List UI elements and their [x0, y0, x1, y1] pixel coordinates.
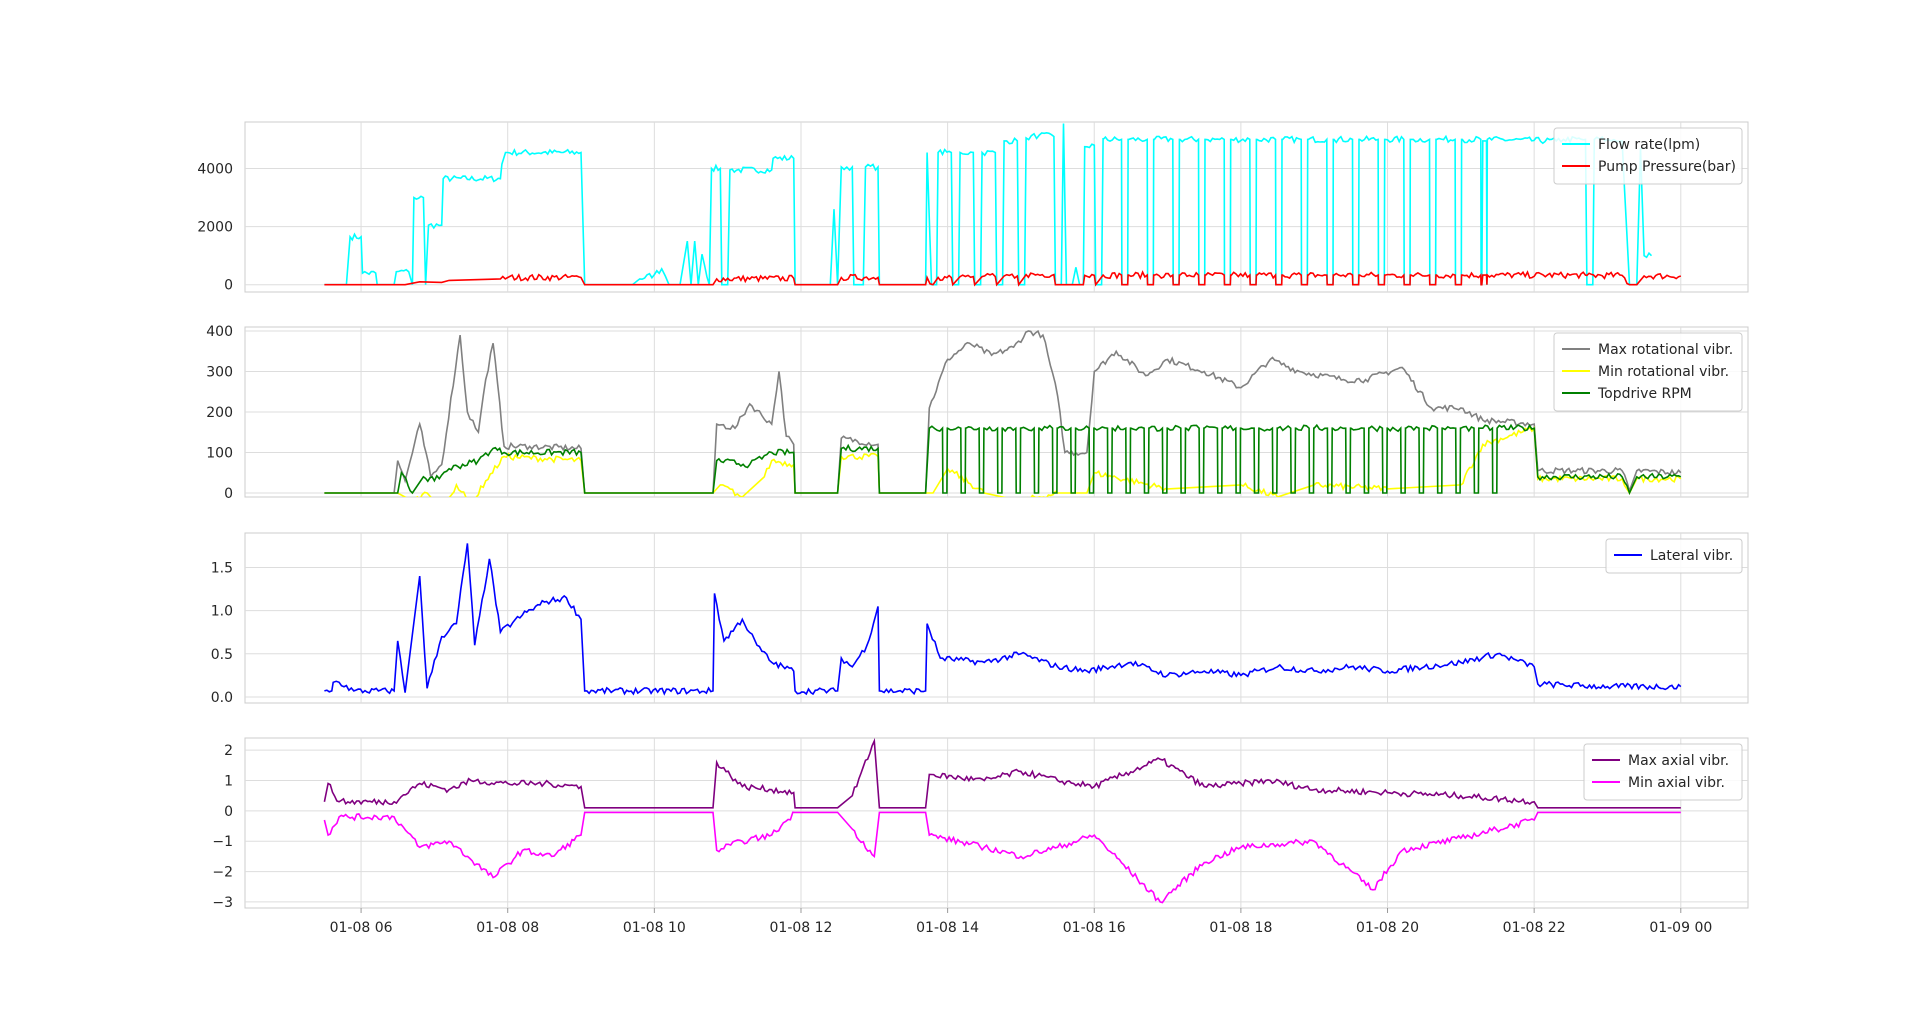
y-tick-label: −1	[212, 834, 233, 850]
y-tick-label: −3	[212, 895, 233, 911]
y-tick-label: 1.0	[211, 604, 233, 620]
legend-label: Topdrive RPM	[1597, 386, 1692, 402]
y-tick-label: 0	[224, 278, 233, 294]
x-tick-label: 01-08 18	[1209, 920, 1272, 936]
series-line-rpm	[324, 423, 1682, 496]
y-tick-label: −2	[212, 865, 233, 881]
legend: Max rotational vibr. Min rotational vibr.…	[1553, 332, 1743, 412]
y-tick-label: 1.5	[211, 561, 233, 577]
axial-vibration-panel: −3 −2 −1 0 1 2 Max axial vibr. Min axial vibr.	[212, 737, 1749, 911]
legend: Max axial vibr. Min axial vibr.	[1583, 743, 1743, 801]
plot-area	[244, 737, 1749, 909]
series-line-min_axial	[323, 811, 1681, 904]
rotational-vibration-panel: 0 100 200 300 400 Max rotational vibr. Min rot…	[206, 324, 1749, 502]
y-tick-label: 0.0	[211, 690, 233, 706]
x-tick-label: 01-08 10	[623, 920, 686, 936]
legend-label: Max axial vibr.	[1628, 753, 1729, 769]
x-tick-label: 01-08 14	[916, 920, 979, 936]
legend-label: Min axial vibr.	[1628, 775, 1725, 791]
legend: Flow rate(lpm) Pump Pressure(bar)	[1553, 127, 1743, 185]
x-tick-label: 01-08 12	[770, 920, 833, 936]
x-tick-label: 01-09 00	[1649, 920, 1712, 936]
legend-label: Flow rate(lpm)	[1598, 137, 1700, 153]
legend-box	[1583, 743, 1743, 801]
y-tick-label: 0.5	[211, 647, 233, 663]
legend-box	[1605, 538, 1743, 574]
y-tick-label: 2	[224, 743, 233, 759]
x-tick-label: 01-08 08	[476, 920, 539, 936]
y-tick-label: 4000	[197, 161, 233, 177]
x-tick-label: 01-08 16	[1063, 920, 1126, 936]
y-tick-label: 400	[206, 324, 233, 340]
y-tick-label: 200	[206, 405, 233, 421]
shared-x-axis: 01-08 06 01-08 08 01-08 10 01-08 12 01-08 14…	[330, 908, 1712, 936]
x-tick-label: 01-08 22	[1503, 920, 1566, 936]
y-tick-label: 1	[224, 774, 233, 790]
legend: Lateral vibr.	[1605, 538, 1743, 574]
y-tick-label: 0	[224, 486, 233, 502]
x-tick-label: 01-08 20	[1356, 920, 1419, 936]
lateral-vibration-panel: 0.0 0.5 1.0 1.5 Lateral vibr.	[211, 532, 1749, 706]
series-line-max_axial	[323, 738, 1681, 809]
series-line-max_rot	[324, 329, 1682, 494]
series-line-lateral	[324, 543, 1682, 696]
legend-box	[1553, 332, 1743, 412]
legend-label: Lateral vibr.	[1650, 548, 1733, 564]
series-line-pump	[324, 270, 1682, 287]
legend-box	[1553, 127, 1743, 185]
legend-label: Max rotational vibr.	[1598, 342, 1733, 358]
legend-label: Min rotational vibr.	[1598, 364, 1729, 380]
flow-pressure-panel: 0 2000 4000 Flow rate(lpm) Pump Pressure(bar…	[197, 121, 1749, 294]
y-tick-label: 2000	[197, 220, 233, 236]
y-tick-label: 100	[206, 445, 233, 461]
y-tick-label: 300	[206, 365, 233, 381]
plot-area	[244, 532, 1749, 704]
y-tick-label: 0	[224, 804, 233, 820]
legend-label: Pump Pressure(bar)	[1598, 159, 1736, 175]
x-tick-label: 01-08 06	[330, 920, 393, 936]
